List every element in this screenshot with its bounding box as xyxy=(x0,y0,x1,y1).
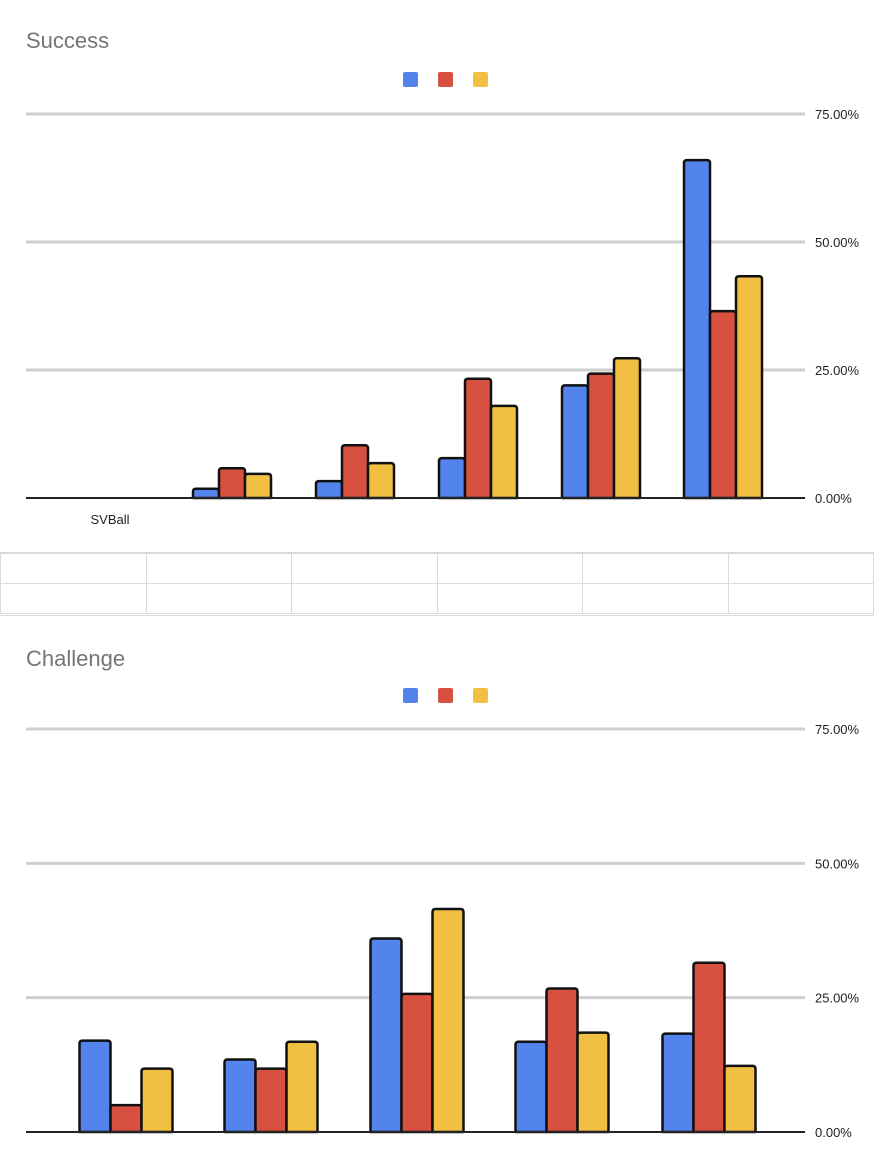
y-tick-label: 75.00% xyxy=(815,722,860,737)
grid-cell[interactable] xyxy=(582,582,729,617)
bar xyxy=(109,1103,143,1134)
bar xyxy=(514,1040,548,1134)
grid-cell[interactable] xyxy=(0,551,147,584)
grid-cell[interactable] xyxy=(291,582,438,617)
bar xyxy=(437,456,467,500)
grid-cell[interactable] xyxy=(291,551,438,584)
spreadsheet-grid xyxy=(0,551,874,617)
success-chart-title: Success xyxy=(26,28,110,53)
bar xyxy=(612,356,642,500)
grid-cell[interactable] xyxy=(727,582,874,617)
bar xyxy=(285,1040,319,1134)
bar xyxy=(400,992,434,1134)
y-tick-label: 75.00% xyxy=(815,107,860,122)
challenge-legend xyxy=(403,688,488,703)
bar xyxy=(682,158,712,500)
legend-swatch-series-3 xyxy=(473,688,488,703)
y-tick-label: 0.00% xyxy=(815,491,852,506)
y-tick-label: 25.00% xyxy=(815,991,860,1006)
legend-swatch-series-2 xyxy=(438,688,453,703)
bar xyxy=(545,987,579,1134)
grid-cell[interactable] xyxy=(436,582,583,617)
bar xyxy=(191,487,221,500)
bar xyxy=(576,1031,610,1134)
bar xyxy=(243,472,273,500)
bar xyxy=(463,377,493,500)
grid-cell[interactable] xyxy=(727,551,874,584)
bar xyxy=(369,937,403,1134)
bar xyxy=(560,384,590,500)
bar xyxy=(217,467,247,500)
x-category-label: SVBall xyxy=(90,512,129,527)
grid-cell[interactable] xyxy=(145,551,292,584)
legend-swatch-series-2 xyxy=(438,72,453,87)
success-bar-chart: 0.00% 25.00% 50.00% 75.00% SVBall xyxy=(26,107,860,527)
y-tick-label: 50.00% xyxy=(815,235,860,250)
bar xyxy=(340,444,370,500)
legend-swatch-series-3 xyxy=(473,72,488,87)
y-tick-label: 0.00% xyxy=(815,1125,852,1140)
bar xyxy=(366,461,396,500)
bar xyxy=(723,1064,757,1134)
bar xyxy=(734,275,764,500)
bar xyxy=(254,1067,288,1134)
challenge-chart-title: Challenge xyxy=(26,646,126,671)
grid-cell[interactable] xyxy=(582,551,729,584)
y-tick-label: 50.00% xyxy=(815,856,860,871)
bar xyxy=(661,1032,695,1134)
grid-cell[interactable] xyxy=(0,582,147,617)
bar xyxy=(692,961,726,1134)
legend-swatch-series-1 xyxy=(403,72,418,87)
bar xyxy=(78,1039,112,1134)
challenge-bar-chart: 0.00% 25.00% 50.00% 75.00% xyxy=(26,722,860,1140)
grid-cell[interactable] xyxy=(436,551,583,584)
bar xyxy=(314,479,344,500)
bar xyxy=(223,1058,257,1134)
bar xyxy=(708,309,738,500)
bar xyxy=(586,372,616,500)
y-tick-label: 25.00% xyxy=(815,363,860,378)
bar xyxy=(431,907,465,1134)
bar xyxy=(140,1067,174,1134)
success-legend xyxy=(403,72,488,87)
bar xyxy=(489,404,519,500)
legend-swatch-series-1 xyxy=(403,688,418,703)
grid-cell[interactable] xyxy=(145,582,292,617)
